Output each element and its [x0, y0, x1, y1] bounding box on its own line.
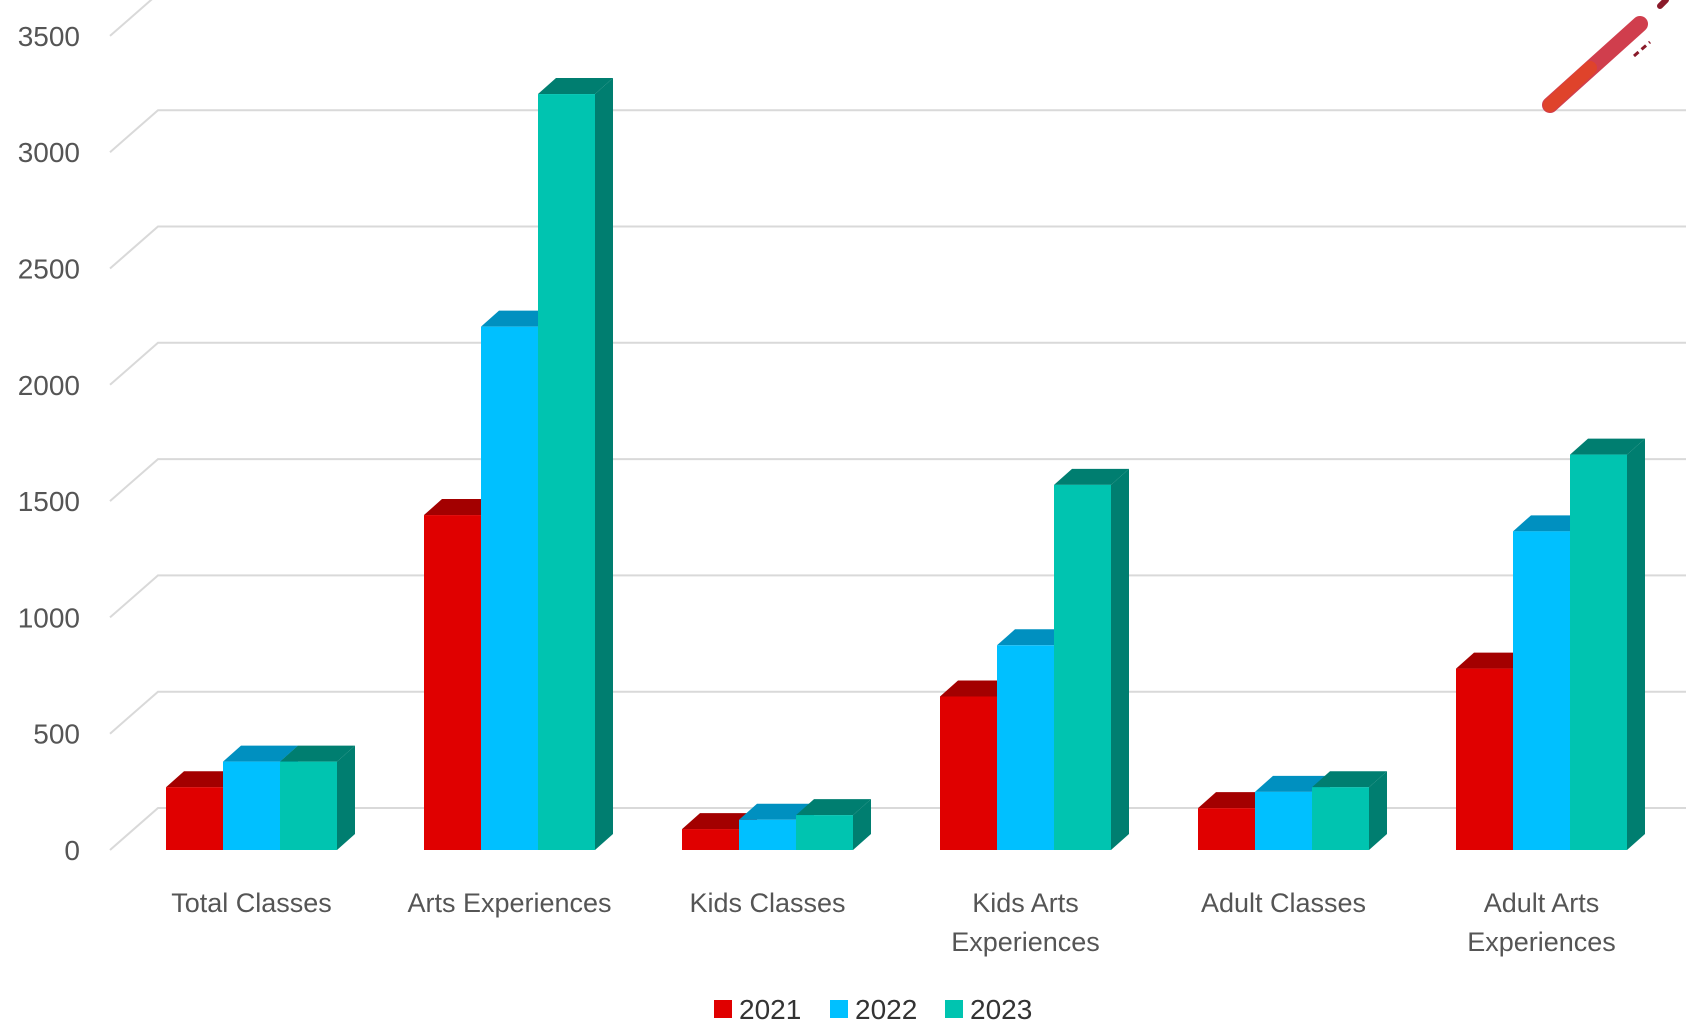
bar-top: [1312, 771, 1387, 788]
y-axis-ticks: 0 500 1000 1500 2000 2500 3000 3500: [18, 21, 80, 866]
bar-front: [1312, 787, 1369, 850]
bar-front: [1198, 808, 1255, 850]
gridline: [109, 225, 1686, 270]
legend-swatch: [945, 1000, 963, 1018]
legend-item: 2023: [945, 994, 1032, 1024]
gridline: [109, 0, 153, 37]
y-tick-label: 2000: [18, 370, 80, 401]
bar: [796, 799, 871, 850]
bar-top: [739, 803, 814, 820]
bar-top: [940, 680, 1015, 697]
bar-side: [853, 799, 871, 850]
bar-front: [166, 787, 223, 850]
x-category-label: Total Classes: [171, 888, 332, 918]
gridline: [109, 458, 1686, 502]
bar-top: [223, 745, 298, 762]
y-tick-label: 1500: [18, 486, 80, 517]
bar-front: [796, 815, 853, 850]
bar-front: [280, 761, 337, 850]
bar-side: [1369, 771, 1387, 850]
legend-label: 2021: [739, 994, 801, 1024]
bar-top: [1054, 468, 1129, 485]
bar-side: [1627, 438, 1645, 850]
bar-front: [1054, 484, 1111, 850]
legend-item: 2021: [714, 994, 801, 1024]
bar-side: [1111, 468, 1129, 850]
x-category-label: Kids Arts: [972, 888, 1079, 918]
bar-front: [739, 819, 796, 850]
legend-label: 2023: [970, 994, 1032, 1024]
gridlines: [109, 0, 1686, 851]
bar-front: [1513, 531, 1570, 850]
bar: [1054, 468, 1129, 850]
x-category-label: Kids Classes: [689, 888, 845, 918]
y-tick-label: 3000: [18, 137, 80, 168]
bar-front: [1255, 791, 1312, 850]
y-tick-label: 3500: [18, 21, 80, 52]
gridline: [109, 690, 1686, 735]
bar: [538, 78, 613, 851]
bar-top: [424, 499, 499, 516]
bar-top: [166, 771, 241, 788]
bars: [166, 78, 1645, 851]
y-tick-label: 1000: [18, 602, 80, 633]
legend-item: 2022: [830, 994, 917, 1024]
gridline: [109, 341, 1686, 386]
bar-top: [481, 310, 556, 327]
bar-front: [1456, 668, 1513, 850]
bar-front: [424, 515, 481, 850]
bar-top: [682, 813, 757, 830]
bar-top: [280, 745, 355, 762]
bar-top: [1513, 515, 1588, 532]
x-category-label: Arts Experiences: [407, 888, 611, 918]
bar: [280, 745, 355, 850]
gridline: [109, 574, 1686, 619]
bar: [1570, 438, 1645, 850]
y-tick-label: 2500: [18, 254, 80, 285]
x-category-label: Adult Arts: [1484, 888, 1600, 918]
x-category-label: Experiences: [1467, 927, 1616, 957]
bar-side: [595, 78, 613, 851]
bar-top: [1198, 792, 1273, 809]
gridline: [109, 807, 1686, 851]
legend-swatch: [830, 1000, 848, 1018]
bar-top: [796, 799, 871, 816]
bar-front: [223, 761, 280, 850]
bar-front: [682, 829, 739, 850]
bar-side: [337, 745, 355, 850]
bar: [1312, 771, 1387, 850]
bar-top: [1255, 775, 1330, 792]
x-category-label: Experiences: [951, 927, 1100, 957]
legend: 2021 2022 2023: [714, 994, 1032, 1024]
bar-front: [997, 645, 1054, 850]
y-tick-label: 500: [33, 719, 80, 750]
bar-front: [481, 326, 538, 850]
x-axis-categories: Total Classes Arts Experiences Kids Classe…: [171, 888, 1616, 957]
bar-top: [997, 629, 1072, 646]
bar-top: [1570, 438, 1645, 455]
gridline: [109, 109, 1686, 153]
bar-top: [1456, 652, 1531, 669]
bar-front: [538, 94, 595, 851]
legend-label: 2022: [855, 994, 917, 1024]
brush-stroke-icon: [1542, 0, 1669, 113]
y-tick-label: 0: [64, 835, 80, 866]
bar-top: [538, 78, 613, 95]
x-category-label: Adult Classes: [1201, 888, 1366, 918]
bar-front: [1570, 454, 1627, 850]
bar-front: [940, 696, 997, 850]
legend-swatch: [714, 1000, 732, 1018]
